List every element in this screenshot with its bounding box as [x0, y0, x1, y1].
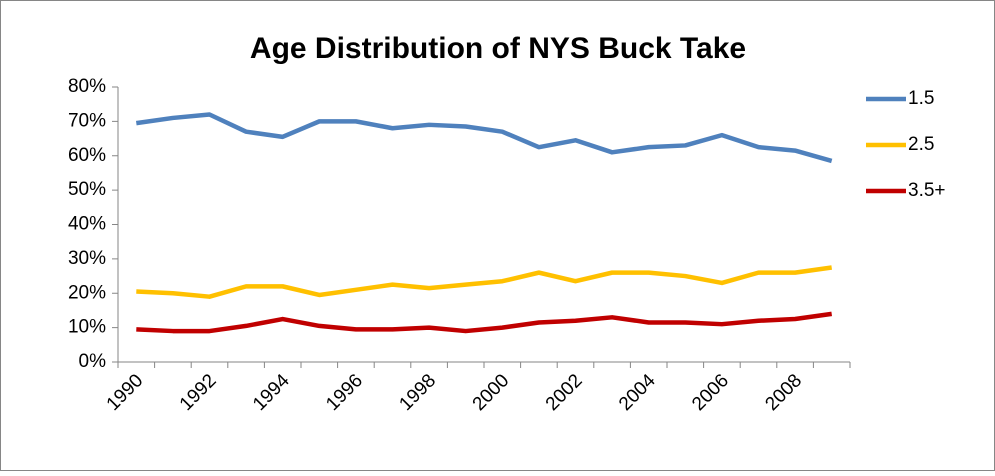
series-line — [136, 265, 833, 299]
chart-title: Age Distribution of NYS Buck Take — [250, 32, 746, 65]
y-tick-label: 30% — [68, 248, 106, 269]
y-tick-label: 40% — [68, 214, 106, 235]
legend-label: 2.5 — [908, 134, 934, 155]
y-tick-label: 60% — [68, 145, 106, 166]
y-tick-label: 80% — [68, 76, 106, 97]
legend-label: 3.5+ — [908, 180, 946, 201]
series-line — [136, 311, 833, 334]
y-tick-label: 10% — [68, 317, 106, 338]
y-tick-label: 70% — [68, 110, 106, 131]
y-tick-label: 20% — [68, 282, 106, 303]
series-line — [135, 112, 833, 164]
y-tick-label: 50% — [68, 179, 106, 200]
y-tick-label: 0% — [79, 351, 107, 372]
legend-label: 1.5 — [908, 88, 934, 109]
